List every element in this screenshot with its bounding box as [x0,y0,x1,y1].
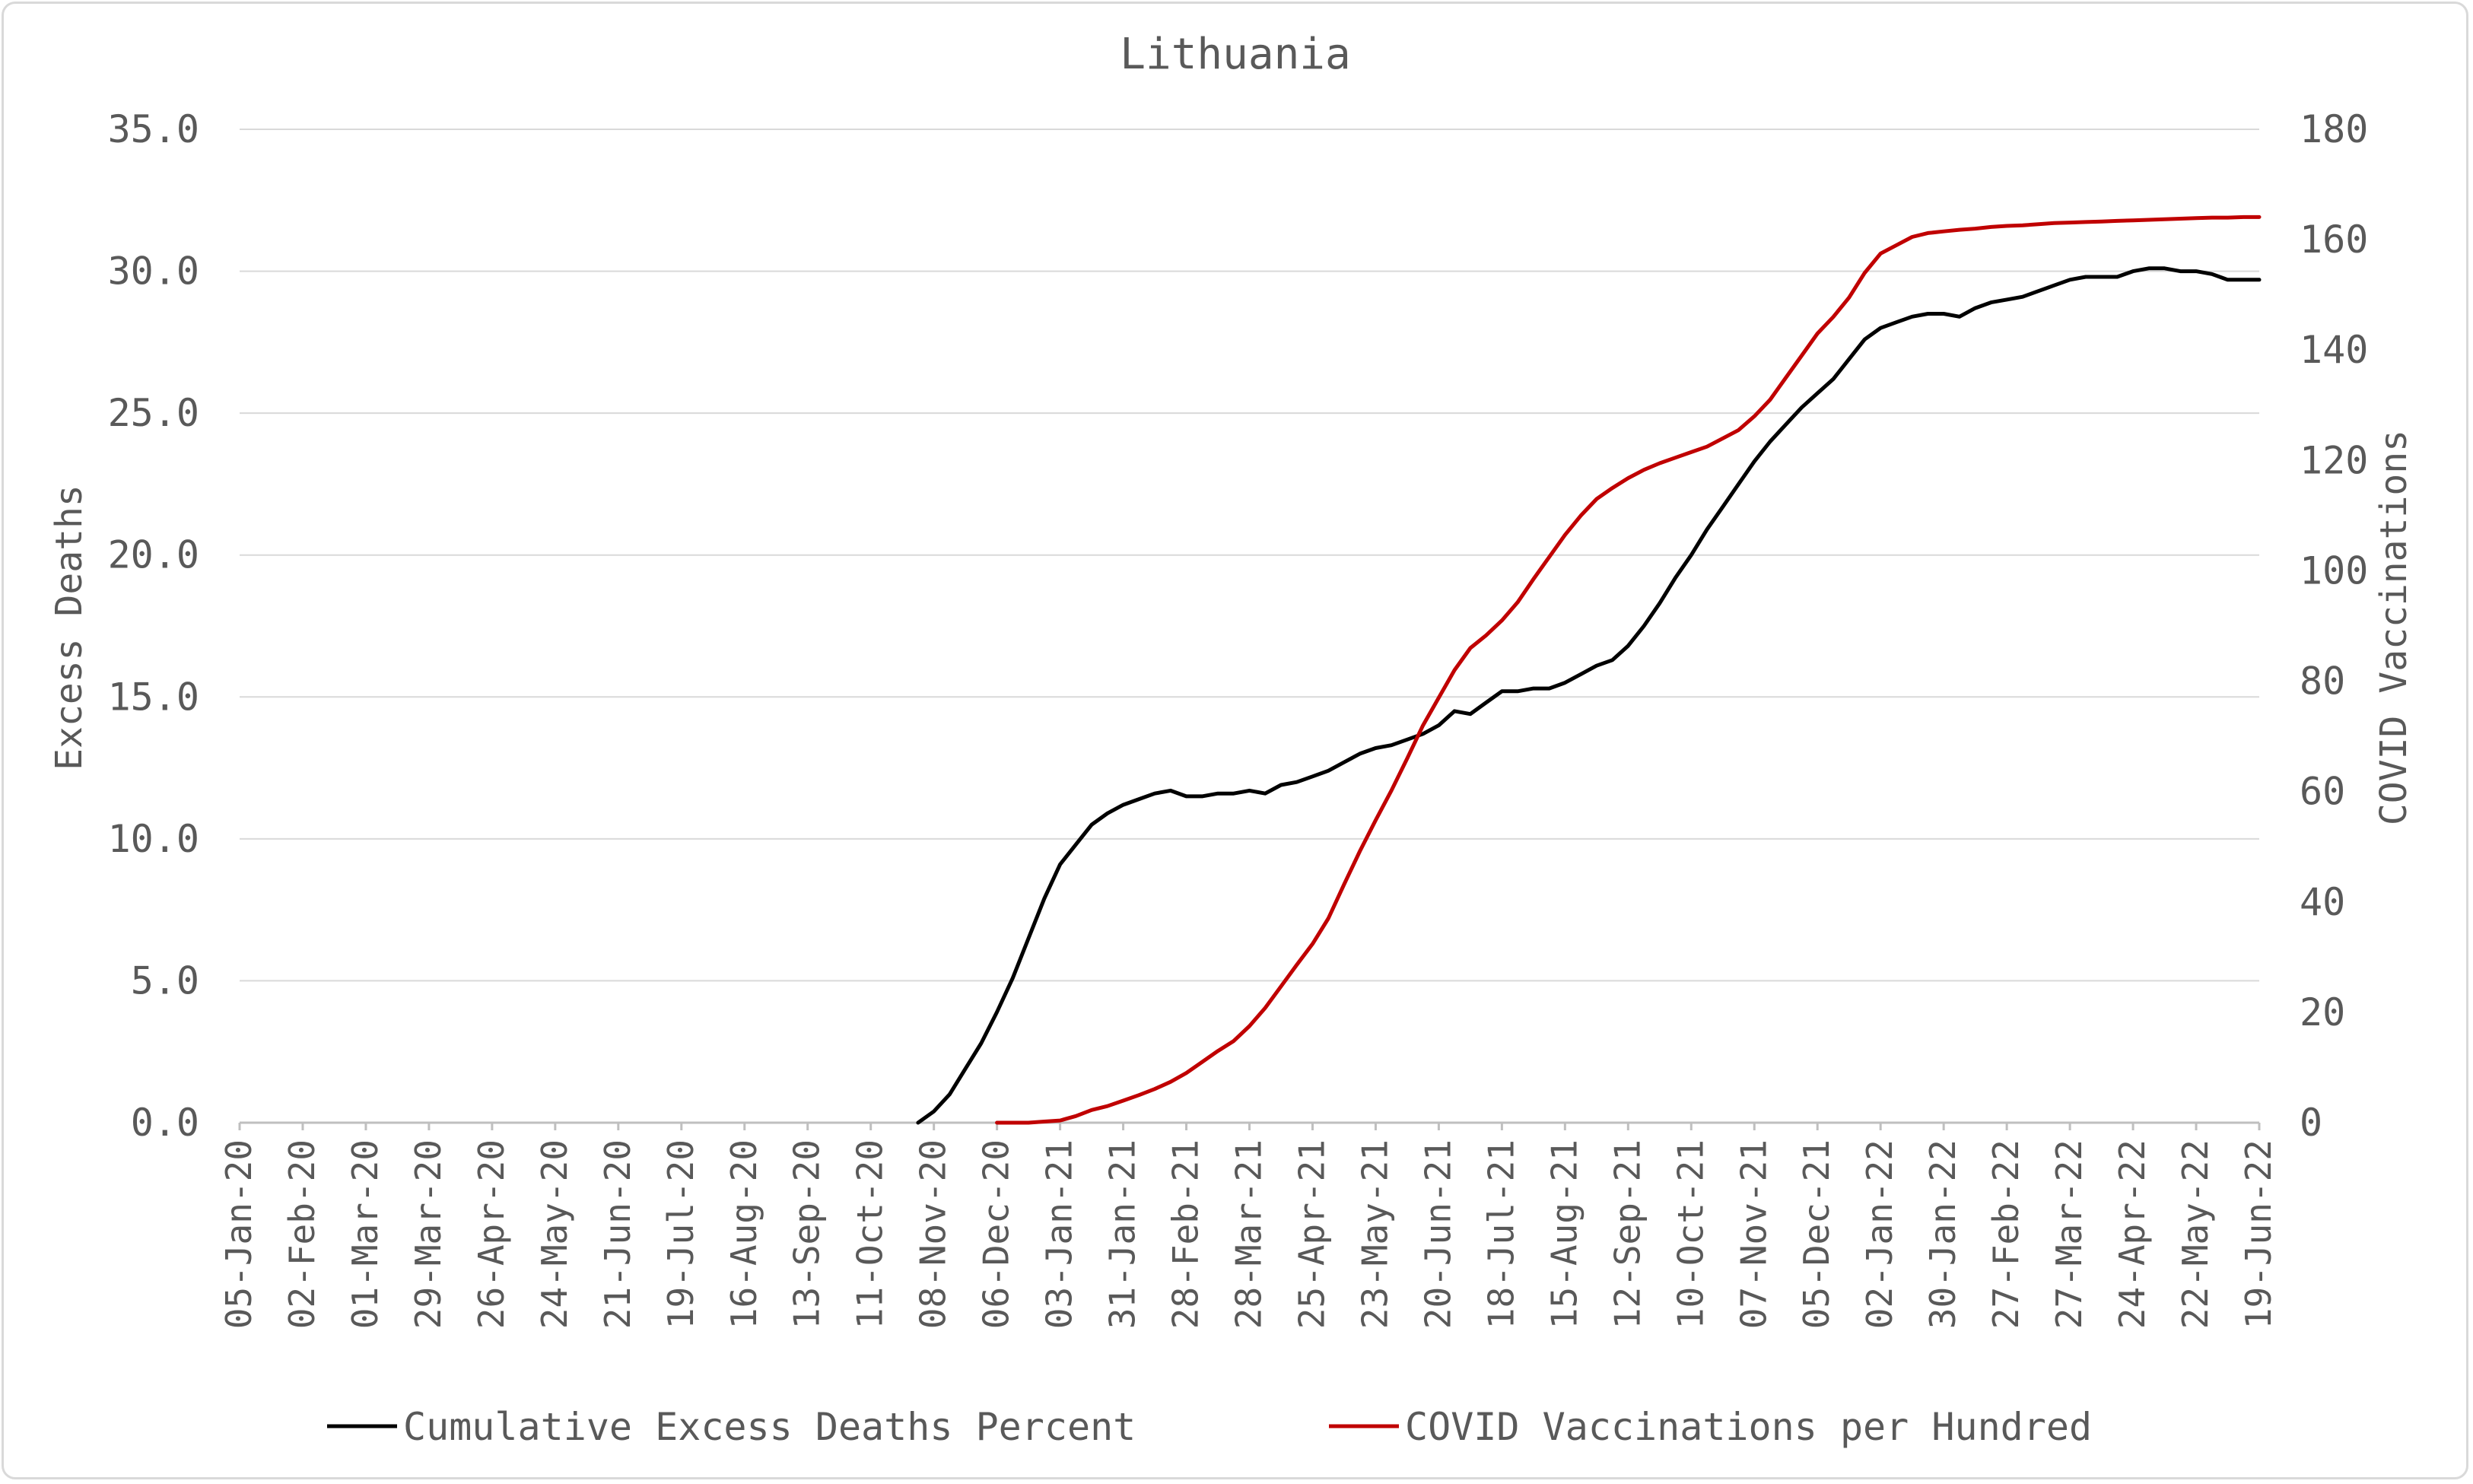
x-tick-label: 18-Jul-21 [1480,1139,1521,1329]
y2-tick-label: 0 [2300,1101,2322,1145]
x-tick-label: 13-Sep-20 [787,1139,828,1329]
x-tick-label: 20-Jun-21 [1417,1139,1458,1329]
legend: Cumulative Excess Deaths Percent COVID V… [327,1405,2092,1449]
x-tick-label: 02-Feb-20 [281,1139,323,1329]
y-tick-label: 0.0 [131,1101,199,1145]
y-tick-label: 35.0 [108,107,199,151]
x-tick-label: 10-Oct-21 [1670,1139,1711,1329]
y2-axis-ticks: 0 20 40 60 80 100 120 140 160 180 [2300,107,2368,1145]
x-tick-label: 24-Apr-22 [2112,1139,2153,1329]
y2-tick-label: 100 [2300,548,2368,593]
chart-title: Lithuania [1120,30,1350,79]
series-line-excess-deaths [916,266,2262,1125]
x-tick-label: 27-Feb-22 [1985,1139,2026,1329]
y2-tick-label: 140 [2300,328,2368,372]
x-tick-label: 28-Mar-21 [1229,1139,1270,1329]
x-tick-label: 01-Mar-20 [345,1139,386,1329]
x-tick-label: 05-Jan-20 [218,1139,259,1329]
x-tick-label: 06-Dec-20 [976,1139,1017,1329]
x-axis: 05-Jan-20 02-Feb-20 01-Mar-20 29-Mar-20 26-A… [218,1121,2279,1329]
x-tick-label: 11-Oct-20 [850,1139,891,1329]
x-tick-label: 08-Nov-20 [913,1139,954,1329]
x-tick-label: 24-May-20 [534,1139,575,1329]
y2-tick-label: 60 [2300,770,2345,814]
y2-tick-label: 160 [2300,218,2368,262]
legend-label-vaccinations: COVID Vaccinations per Hundred [1405,1405,2092,1449]
y-axis-ticks: 0.0 5.0 10.0 15.0 20.0 25.0 30.0 35.0 [108,107,199,1145]
x-tick-label: 19-Jul-20 [660,1139,701,1329]
x-tick-label: 30-Jan-22 [1922,1139,1963,1329]
y2-tick-label: 40 [2300,880,2345,924]
x-tick-label: 25-Apr-21 [1291,1139,1332,1329]
x-tick-label: 07-Nov-21 [1733,1139,1774,1329]
y-tick-label: 10.0 [108,817,199,861]
x-tick-label: 16-Aug-20 [723,1139,764,1329]
x-tick-label: 19-Jun-22 [2238,1139,2279,1329]
y2-tick-label: 80 [2300,659,2345,704]
x-tick-label: 12-Sep-21 [1607,1139,1648,1329]
y-tick-label: 5.0 [131,958,199,1003]
x-tick-label: 02-Jan-22 [1859,1139,1900,1329]
y2-tick-label: 180 [2300,107,2368,151]
y2-tick-label: 20 [2300,990,2345,1034]
legend-label-excess-deaths: Cumulative Excess Deaths Percent [403,1405,1136,1449]
x-tick-label: 15-Aug-21 [1543,1139,1585,1329]
y-tick-label: 20.0 [108,533,199,577]
x-tick-label: 22-May-22 [2175,1139,2216,1329]
x-tick-label: 26-Apr-20 [471,1139,512,1329]
series-line-vaccinations [995,214,2262,1125]
y-tick-label: 30.0 [108,249,199,294]
x-tick-label: 21-Jun-20 [597,1139,638,1329]
y2-axis-title: COVID Vaccinations [2373,430,2415,825]
y-axis-title: Excess Deaths [48,485,91,771]
x-tick-label: 28-Feb-21 [1165,1139,1206,1329]
series-lines [916,214,2262,1125]
x-tick-label: 23-May-21 [1354,1139,1395,1329]
x-tick-label: 27-Mar-22 [2049,1139,2090,1329]
gridlines [240,129,2259,982]
x-tick-label: 31-Jan-21 [1102,1139,1143,1329]
y-tick-label: 25.0 [108,391,199,435]
x-tick-label: 03-Jan-21 [1039,1139,1080,1329]
x-tick-label: 05-Dec-21 [1796,1139,1837,1329]
y2-tick-label: 120 [2300,438,2368,482]
y-tick-label: 15.0 [108,675,199,719]
x-tick-label: 29-Mar-20 [408,1139,449,1329]
